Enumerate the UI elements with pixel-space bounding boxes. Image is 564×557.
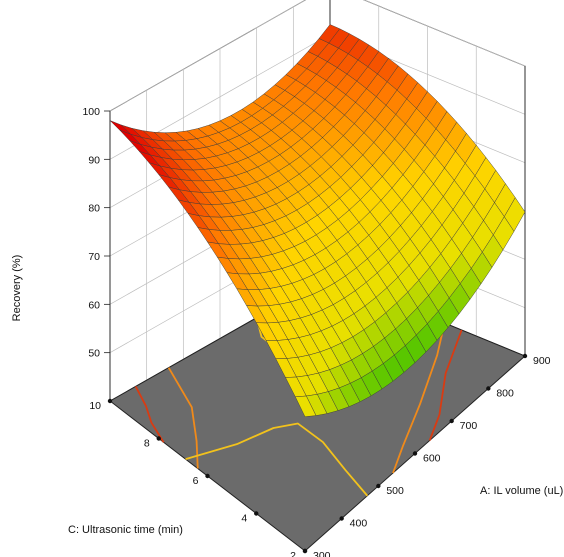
y-tick	[107, 398, 113, 404]
response-surface	[109, 24, 526, 417]
y-tick	[205, 473, 210, 479]
z-tick-label: 70	[88, 251, 100, 263]
axis-ticks: 50 60 70 80 90 100 300 400 500 600 700 800 900 2 4 6 8 10	[82, 106, 550, 557]
x-tick-label: 700	[460, 420, 478, 432]
z-tick-label: 90	[88, 154, 100, 166]
z-tick-label: 80	[88, 203, 100, 215]
x-tick-label: 900	[533, 355, 551, 367]
x-tick-label: 300	[313, 550, 331, 557]
surface-cell	[294, 395, 317, 417]
x-tick	[449, 418, 454, 424]
contour-line	[134, 385, 165, 443]
y-tick	[156, 436, 161, 441]
z-tick-label: 60	[88, 299, 100, 311]
y-tick-label: 8	[144, 438, 150, 450]
x-tick-label: 500	[386, 485, 404, 497]
contour-line	[167, 367, 199, 469]
x-tick	[412, 451, 418, 456]
contour-line	[392, 322, 446, 474]
x-tick	[376, 483, 381, 489]
x-axis-title: A: IL volume (uL)	[480, 485, 563, 497]
y-tick-label: 6	[193, 475, 199, 487]
x-tick-label: 400	[350, 518, 368, 530]
x-tick	[339, 516, 344, 521]
x-tick	[486, 386, 491, 391]
y-tick-label: 2	[290, 550, 296, 557]
y-axis-title: C: Ultrasonic time (min)	[68, 524, 183, 536]
contour-line	[185, 422, 369, 497]
z-tick-label: 50	[88, 348, 100, 360]
z-axis-title: Recovery (%)	[11, 255, 23, 322]
y-tick-label: 4	[241, 513, 247, 525]
z-tick-label: 100	[82, 106, 100, 118]
x-tick	[522, 353, 528, 359]
contour-line	[428, 329, 463, 441]
x-tick-label: 600	[423, 453, 441, 465]
y-tick	[302, 548, 308, 554]
x-tick-label: 800	[496, 388, 514, 400]
y-tick	[254, 511, 259, 516]
y-tick-label: 10	[89, 400, 101, 412]
